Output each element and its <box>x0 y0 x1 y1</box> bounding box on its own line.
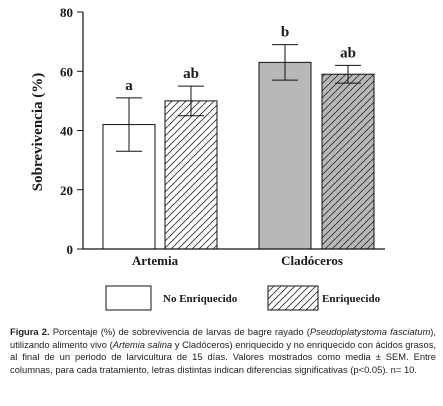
significance-letter: ab <box>183 66 199 82</box>
axes <box>82 12 385 250</box>
x-category-label: Artemia <box>132 253 179 268</box>
y-tick-label: 20 <box>60 183 73 198</box>
caption-species: Pseudoplatystoma fasciatum <box>309 326 431 337</box>
y-tick-label: 60 <box>60 64 73 79</box>
x-axis-labels: Artemia Cladóceros <box>132 253 343 268</box>
y-tick-label: 80 <box>60 5 73 20</box>
significance-letter: ab <box>340 45 356 61</box>
y-tick-label: 0 <box>67 242 74 257</box>
significance-letter: a <box>125 78 133 94</box>
caption-text-3: y Cladóceros) enriquecido y no enriqueci… <box>10 338 436 375</box>
figure-caption: Figura 2. Porcentaje (%) de sobrevivenci… <box>10 326 436 376</box>
bar-cladceros-hatched <box>321 73 375 250</box>
bar-chart: Sobrevivencia (%) 0 20 40 60 80 a ab b ab Artem… <box>30 5 385 311</box>
caption-text-2: ), utilizando alimento vivo ( <box>10 326 437 350</box>
legend-label-no-enriquecido: No Enriquecido <box>163 293 238 305</box>
bar-artemia-hatched <box>164 100 218 250</box>
bar-cladceros-solid <box>258 61 312 250</box>
legend-swatch-no-enriquecido <box>105 285 152 311</box>
caption-text-1: Porcentaje (%) de sobrevivencia de larva… <box>49 326 310 337</box>
caption-artemia: Artemia salina <box>112 338 173 350</box>
significance-letter: b <box>281 25 289 41</box>
y-tick-label: 40 <box>60 124 73 139</box>
bars: a ab b ab <box>102 25 375 250</box>
caption-label: Figura 2. <box>10 326 50 337</box>
legend: No Enriquecido Enriquecido <box>105 285 381 311</box>
y-axis-label: Sobrevivencia (%) <box>30 73 46 191</box>
legend-label-enriquecido: Enriquecido <box>322 293 381 305</box>
x-category-label: Cladóceros <box>281 253 343 268</box>
legend-swatch-enriquecido <box>267 285 319 311</box>
y-axis-ticks: 0 20 40 60 80 <box>60 5 83 257</box>
